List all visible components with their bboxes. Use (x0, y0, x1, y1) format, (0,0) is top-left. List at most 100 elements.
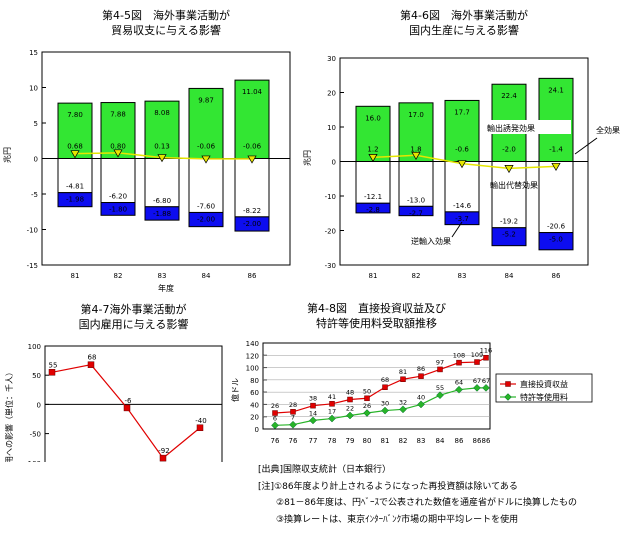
c4-category-label: 82 (399, 437, 408, 445)
c3-point-label: -40 (195, 417, 206, 425)
c4-point-0 (483, 354, 489, 361)
c4-point-0 (347, 396, 353, 403)
c4-point-0 (364, 395, 370, 402)
c2-bar-negative-extra (538, 232, 574, 251)
c4-point-label-1: 67 (482, 377, 490, 385)
c4-point-1 (289, 420, 297, 429)
c1-label-total: 0.68 (67, 143, 83, 151)
c4-point-label-1: 6 (273, 414, 277, 422)
c4-point-1 (363, 409, 371, 417)
c3-ytick-label: 0 (37, 401, 41, 409)
c1-label-negative-extra: -1.80 (109, 206, 127, 214)
c4-ytick-label: 60 (250, 389, 259, 397)
c2-label-total: -0.6 (455, 146, 469, 154)
c2-total-marker (411, 151, 421, 160)
c1-label-negative: -6.80 (153, 197, 171, 205)
c1-total-marker (157, 154, 167, 163)
c2-title-line: 第4-6図 海外事業活動が (400, 8, 528, 22)
c2-ytick-label: -30 (325, 262, 336, 270)
c3-ytick-label: -50 (30, 431, 41, 439)
c4-point-label-0: 50 (363, 387, 371, 395)
c1-bar-negative-extra (234, 216, 270, 232)
c4-point-1 (309, 416, 317, 425)
c3-point (159, 454, 167, 462)
c1-ytick-label: -5 (31, 191, 38, 199)
c4-point-label-1: 14 (309, 409, 317, 417)
c1-bar-negative (100, 158, 136, 204)
c2-bar-negative-extra (398, 205, 434, 217)
c2-category-label: 86 (552, 272, 561, 280)
c2-ylabel: 兆円 (302, 150, 312, 166)
c1-category-label: 82 (114, 272, 123, 280)
c4-point-1 (381, 406, 389, 415)
c4-point-1 (436, 391, 444, 400)
c4-ytick-label: 120 (246, 352, 259, 360)
c2-annotation-box (485, 120, 571, 134)
c1-total-marker (70, 150, 80, 159)
c4-ytick-label: 140 (246, 340, 259, 348)
c4-point-0 (290, 409, 296, 415)
c1-category-label: 84 (202, 272, 211, 280)
c1-title-line: 貿易収支に与える影響 (111, 23, 221, 37)
c1-bar-positive (188, 87, 224, 159)
c1-total-marker (201, 155, 211, 164)
c1-label-negative-extra: -2.00 (197, 215, 215, 223)
chart-canvas: 第4-5図 海外事業活動が貿易収支に与える影響-15-10-5051015兆円8… (2, 8, 620, 462)
c4-legend-label-1: 特許等使用料 (520, 392, 568, 402)
c4-legend-marker-1 (504, 393, 512, 401)
c4-ytick-label: 80 (250, 377, 259, 385)
c1-ytick-label: 0 (34, 156, 38, 164)
c2-bar-positive (538, 77, 574, 162)
c2-total-marker (504, 165, 514, 174)
c1-label-positive: 7.88 (110, 111, 126, 119)
c2-bar-positive (444, 99, 480, 162)
c3-title-line: 第4-7海外事業活動が (81, 302, 187, 316)
c1-ytick-label: 5 (34, 120, 38, 128)
c3-ytick-label: 50 (32, 372, 41, 380)
c1-label-negative-extra: -1.88 (153, 210, 171, 218)
c1-ytick-label: 10 (29, 85, 38, 93)
c1-bar-negative-extra (144, 206, 180, 221)
footnote-2: ②81－86年度は、円ﾍﾞｰｽで公表された数値を通産省がドルに換算したもの (258, 498, 577, 508)
c1-category-label: 81 (71, 272, 80, 280)
c1-label-positive: 8.08 (154, 109, 170, 117)
c2-label-positive: 17.7 (454, 108, 470, 116)
c2-label-total: 1.2 (367, 146, 378, 154)
c4-title-line: 特許等使用料受取額推移 (316, 316, 437, 330)
c1-label-total: 0.80 (110, 143, 126, 151)
c1-label-negative: -7.60 (197, 202, 215, 210)
c1-label-positive: 11.04 (242, 88, 263, 96)
c4-point-label-1: 7 (291, 414, 295, 422)
c2-annotation-reverse-import: 逆輸入効果 (411, 236, 451, 246)
c1-category-label: 86 (248, 272, 257, 280)
c4-category-label: 78 (328, 437, 337, 445)
c4-point-label-1: 32 (399, 398, 407, 406)
c2-bar-negative (444, 161, 480, 213)
c4-point-0 (456, 359, 462, 366)
c4-point-label-0: 38 (309, 395, 317, 403)
c4-point-label-0: 48 (346, 389, 354, 397)
c4-point-label-1: 22 (346, 404, 354, 412)
c4-point-label-1: 67 (473, 377, 481, 385)
c4-ytick-label: 0 (255, 426, 259, 434)
c4-category-label: 83 (417, 437, 426, 445)
c2-bar-positive (398, 102, 434, 162)
c1-ylabel: 兆円 (2, 147, 12, 163)
c4-ytick-label: 20 (250, 414, 259, 422)
c1-bar-negative-extra (188, 211, 224, 228)
c2-label-negative: -19.2 (500, 218, 518, 226)
c2-bar-negative (398, 161, 434, 207)
c4-point-0 (437, 366, 443, 373)
c2-label-negative: -13.0 (407, 196, 425, 204)
c1-label-negative: -6.20 (109, 193, 127, 201)
c2-label-negative: -12.1 (364, 193, 382, 201)
c4-category-label: 86 (482, 437, 491, 445)
c4-point-label-0: 28 (289, 401, 297, 409)
c3-point (196, 424, 204, 432)
c4-point-label-1: 55 (436, 384, 444, 392)
c1-title-line: 第4-5図 海外事業活動が (102, 8, 230, 22)
c4-category-label: 76 (289, 437, 298, 445)
c1-bar-positive (144, 100, 180, 160)
c4-point-1 (473, 383, 481, 392)
